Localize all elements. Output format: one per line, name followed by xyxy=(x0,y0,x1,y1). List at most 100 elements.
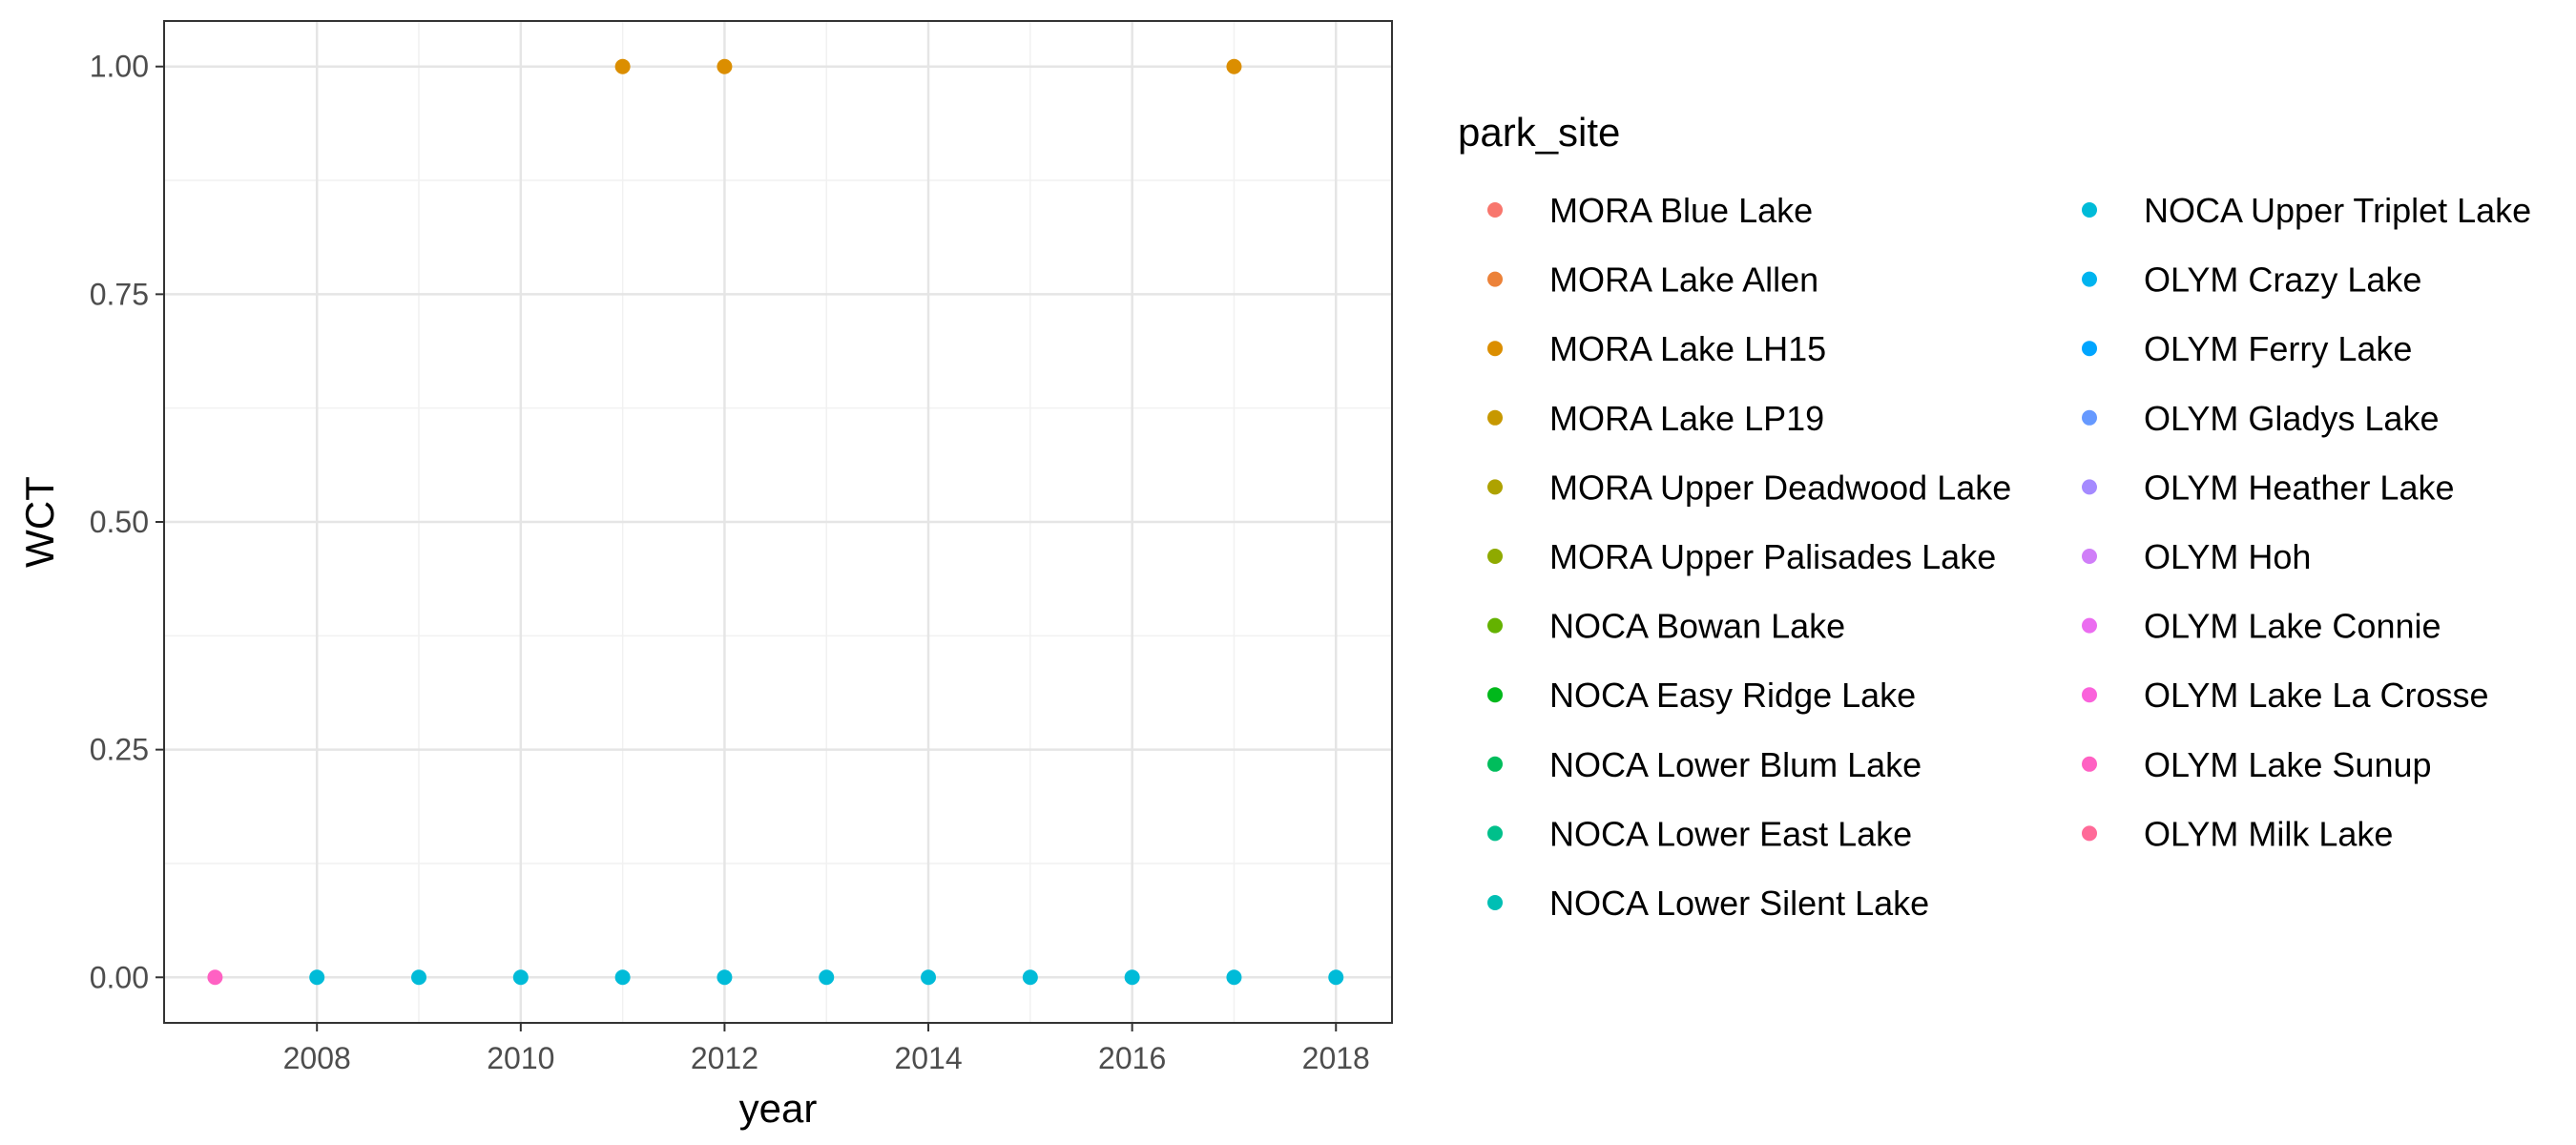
legend-label: MORA Lake Allen xyxy=(1549,260,1818,300)
legend-key xyxy=(1487,341,1503,357)
legend-key xyxy=(2082,825,2097,842)
legend-label: OLYM Hoh xyxy=(2144,537,2311,576)
legend-key xyxy=(2082,479,2097,495)
x-axis-title: year xyxy=(739,1086,818,1131)
legend-label: OLYM Lake Connie xyxy=(2144,607,2441,646)
major-gridlines xyxy=(164,21,1392,1023)
data-point xyxy=(411,969,427,986)
legend-key xyxy=(1487,271,1503,287)
legend-label: OLYM Lake Sunup xyxy=(2144,745,2432,784)
legend-key xyxy=(2082,687,2097,703)
legend-key xyxy=(1487,756,1503,772)
data-point xyxy=(614,969,631,986)
x-tick-label: 2010 xyxy=(487,1041,554,1075)
legend-label: NOCA Lower Blum Lake xyxy=(1549,745,1922,784)
legend-key xyxy=(1487,202,1503,218)
x-tick-label: 2008 xyxy=(283,1041,351,1075)
legend-item: OLYM Gladys Lake xyxy=(2082,399,2439,438)
data-point xyxy=(1226,58,1242,74)
legend-key xyxy=(2082,341,2097,357)
legend-items: MORA Blue Lake MORA Lake Allen MORA Lake L… xyxy=(1487,191,2531,923)
legend-label: MORA Upper Palisades Lake xyxy=(1549,537,1996,576)
legend-item: NOCA Lower Silent Lake xyxy=(1487,884,1929,923)
legend-item: MORA Upper Deadwood Lake xyxy=(1487,468,2011,507)
legend-label: NOCA Bowan Lake xyxy=(1549,607,1845,646)
legend-label: OLYM Lake La Crosse xyxy=(2144,676,2489,715)
legend-label: OLYM Gladys Lake xyxy=(2144,399,2439,438)
legend-item: NOCA Lower Blum Lake xyxy=(1487,745,1922,784)
legend-key xyxy=(2082,549,2097,564)
legend-label: MORA Blue Lake xyxy=(1549,191,1813,230)
legend-item: OLYM Heather Lake xyxy=(2082,468,2455,507)
legend-item: MORA Lake Allen xyxy=(1487,260,1818,300)
legend-key xyxy=(1487,687,1503,703)
data-point xyxy=(1022,969,1038,986)
x-tick-label: 2014 xyxy=(894,1041,962,1075)
data-point xyxy=(309,969,325,986)
legend-title: park_site xyxy=(1458,110,1620,155)
legend-label: NOCA Upper Triplet Lake xyxy=(2144,191,2531,230)
legend-item: NOCA Lower East Lake xyxy=(1487,814,1912,853)
y-tick-label: 0.25 xyxy=(90,733,149,767)
data-point xyxy=(207,969,223,986)
legend-label: MORA Lake LH15 xyxy=(1549,329,1826,368)
data-point xyxy=(921,969,937,986)
legend-key xyxy=(1487,895,1503,910)
legend-item: OLYM Crazy Lake xyxy=(2082,260,2421,300)
legend-item: NOCA Upper Triplet Lake xyxy=(2082,191,2531,230)
legend-label: NOCA Lower East Lake xyxy=(1549,814,1912,853)
legend-key xyxy=(1487,617,1503,634)
data-point xyxy=(819,969,835,986)
data-point xyxy=(717,969,733,986)
legend-label: OLYM Crazy Lake xyxy=(2144,260,2421,300)
y-tick-label: 0.50 xyxy=(90,505,149,539)
legend-label: OLYM Heather Lake xyxy=(2144,468,2455,507)
y-axis: 0.00 0.25 0.50 0.75 1.00 xyxy=(90,50,164,994)
legend-key xyxy=(1487,825,1503,842)
legend-item: MORA Blue Lake xyxy=(1487,191,1813,230)
legend-item: OLYM Ferry Lake xyxy=(2082,329,2412,368)
legend-item: MORA Lake LH15 xyxy=(1487,329,1826,368)
legend-label: NOCA Easy Ridge Lake xyxy=(1549,676,1916,715)
legend-key xyxy=(1487,479,1503,495)
legend-key xyxy=(1487,549,1503,564)
legend-item: OLYM Milk Lake xyxy=(2082,814,2393,853)
legend-label: MORA Lake LP19 xyxy=(1549,399,1824,438)
y-tick-label: 1.00 xyxy=(90,50,149,84)
legend-item: OLYM Lake Sunup xyxy=(2082,745,2432,784)
legend-item: OLYM Hoh xyxy=(2082,537,2311,576)
legend-label: OLYM Milk Lake xyxy=(2144,814,2393,853)
data-point xyxy=(512,969,529,986)
data-point xyxy=(1328,969,1344,986)
legend-item: NOCA Bowan Lake xyxy=(1487,607,1845,646)
data-point xyxy=(1226,969,1242,986)
legend-item: OLYM Lake La Crosse xyxy=(2082,676,2489,715)
x-tick-label: 2018 xyxy=(1302,1041,1370,1075)
legend-item: MORA Lake LP19 xyxy=(1487,399,1824,438)
legend-label: OLYM Ferry Lake xyxy=(2144,329,2412,368)
data-points xyxy=(207,58,1344,986)
data-point xyxy=(717,58,733,74)
legend-label: NOCA Lower Silent Lake xyxy=(1549,884,1929,923)
y-axis-title: WCT xyxy=(17,476,62,568)
data-point xyxy=(614,58,631,74)
legend-key xyxy=(2082,617,2097,634)
x-tick-label: 2016 xyxy=(1098,1041,1166,1075)
legend-key xyxy=(2082,271,2097,287)
y-tick-label: 0.00 xyxy=(90,960,149,994)
legend-key xyxy=(2082,202,2097,218)
legend-key xyxy=(1487,409,1503,426)
x-tick-label: 2012 xyxy=(691,1041,758,1075)
legend-item: OLYM Lake Connie xyxy=(2082,607,2441,646)
legend-key xyxy=(2082,409,2097,426)
legend-label: MORA Upper Deadwood Lake xyxy=(1549,468,2011,507)
legend-key xyxy=(2082,756,2097,772)
data-point xyxy=(1124,969,1140,986)
legend-item: NOCA Easy Ridge Lake xyxy=(1487,676,1916,715)
x-axis: 2008 2010 2012 2014 2016 2018 xyxy=(283,1023,1370,1075)
y-tick-label: 0.75 xyxy=(90,277,149,311)
legend-item: MORA Upper Palisades Lake xyxy=(1487,537,1996,576)
